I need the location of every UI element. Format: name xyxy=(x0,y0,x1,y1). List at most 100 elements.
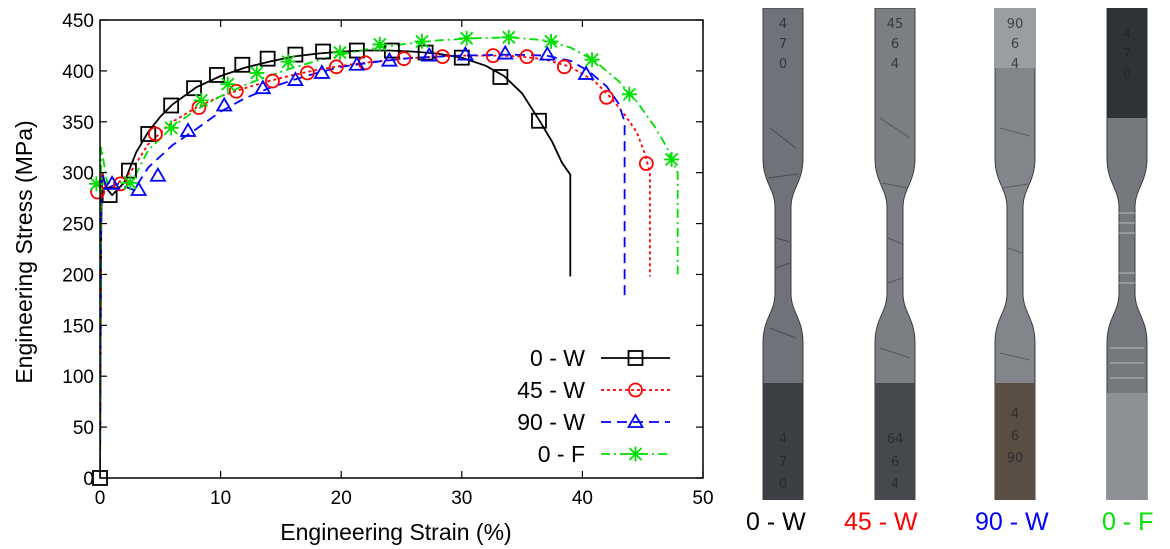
data-point-0-f xyxy=(621,86,637,102)
data-point-90-w xyxy=(179,122,197,137)
specimen-marking: 7 xyxy=(779,455,787,470)
data-point-0-f xyxy=(280,54,296,70)
series-line-0-w xyxy=(100,49,572,478)
data-point-0-f xyxy=(332,45,348,61)
specimen-marking: 7 xyxy=(779,37,787,52)
data-point-0-f xyxy=(501,29,517,45)
data-point-0-w xyxy=(453,49,470,66)
data-point-90-w xyxy=(215,96,233,112)
y-tick-label: 400 xyxy=(62,62,94,83)
x-tick-label: 50 xyxy=(692,488,713,509)
data-point-45-w xyxy=(228,83,244,99)
specimen-0-w-image: 4 7 0 4 7 0 xyxy=(762,8,804,500)
specimen-label-45-w: 45 - W xyxy=(844,508,918,536)
specimen-0-f-image: 4 7 0 xyxy=(1106,8,1148,500)
legend-marker-45-w xyxy=(628,382,643,398)
data-point-0-f xyxy=(193,92,209,108)
specimen-marking: 90 xyxy=(1007,17,1024,32)
data-point-0-w xyxy=(186,80,202,97)
data-point-0-w xyxy=(140,126,157,142)
specimen-marking: 45 xyxy=(887,17,904,32)
data-point-45-w xyxy=(113,176,128,192)
specimen-marking: 7 xyxy=(1123,47,1131,62)
data-point-90-w xyxy=(313,64,331,79)
data-point-0-f xyxy=(122,175,138,191)
data-point-90-w xyxy=(380,51,399,67)
data-point-0-w xyxy=(259,50,276,67)
y-axis-title: Engineering Stress (MPa) xyxy=(11,120,37,383)
legend-marker-0-w xyxy=(627,350,644,366)
y-tick-label: 0 xyxy=(83,469,94,490)
data-point-90-w xyxy=(130,181,148,196)
specimen-marking: 90 xyxy=(1007,451,1024,466)
y-tick-label: 250 xyxy=(62,215,94,236)
data-point-0-f xyxy=(414,33,430,49)
legend-marker-0-f xyxy=(628,446,643,462)
specimen-marking: 4 xyxy=(1011,407,1019,422)
data-point-45-w xyxy=(638,156,654,171)
legend-label-45-w: 45 - W xyxy=(517,377,585,403)
data-point-90-w xyxy=(254,79,272,95)
specimen-marking: 4 xyxy=(891,477,899,492)
specimen-label-0-f: 0 - F xyxy=(1102,508,1154,536)
data-point-45-w xyxy=(556,59,572,75)
y-tick-label: 100 xyxy=(62,367,94,388)
specimen-marking: 0 xyxy=(779,57,787,72)
data-point-0-f xyxy=(584,52,600,68)
data-point-0-f xyxy=(372,36,388,52)
specimen-label-0-w: 0 - W xyxy=(746,508,806,536)
x-axis-title: Engineering Strain (%) xyxy=(280,519,511,545)
x-tick-label: 20 xyxy=(331,488,352,509)
data-point-0-w xyxy=(163,97,180,114)
specimen-marking: 4 xyxy=(1123,27,1131,42)
x-tick-label: 0 xyxy=(95,488,106,509)
data-point-0-f xyxy=(88,176,104,192)
data-point-0-w xyxy=(531,112,547,129)
specimen-marking: 6 xyxy=(1011,37,1019,52)
data-point-0-f xyxy=(543,33,559,49)
specimen-marking: 4 xyxy=(891,57,899,72)
specimen-marking: 6 xyxy=(891,455,899,470)
data-point-0-w xyxy=(492,69,509,85)
data-point-0-f xyxy=(220,76,236,92)
legend-marker-90-w xyxy=(626,413,645,428)
y-tick-label: 150 xyxy=(62,316,94,337)
data-point-45-w xyxy=(435,49,450,65)
specimen-marking: 4 xyxy=(1011,57,1019,72)
marker-group xyxy=(88,29,680,486)
data-point-45-w xyxy=(396,51,412,67)
data-point-45-w xyxy=(265,73,280,89)
data-point-90-w xyxy=(348,55,366,71)
plot-frame xyxy=(99,19,704,479)
data-point-0-w xyxy=(209,67,225,83)
data-point-0-f xyxy=(163,120,179,136)
data-point-45-w xyxy=(519,49,535,65)
data-point-90-w xyxy=(538,45,556,61)
legend-label-90-w: 90 - W xyxy=(517,409,585,435)
data-point-90-w xyxy=(496,44,514,60)
data-point-45-w xyxy=(148,126,163,142)
data-point-90-w xyxy=(286,71,304,86)
series-line-45-w xyxy=(100,54,651,478)
data-point-0-w xyxy=(234,56,251,73)
data-point-45-w xyxy=(300,65,315,81)
specimen-marking: 0 xyxy=(779,477,787,492)
axes xyxy=(99,19,704,479)
y-tick-label: 300 xyxy=(62,164,94,185)
data-point-90-w xyxy=(103,175,121,190)
data-point-0-w xyxy=(121,162,137,179)
data-point-45-w xyxy=(599,89,614,105)
data-point-90-w xyxy=(149,166,167,182)
specimen-45-w-image: 45 6 4 64 6 4 xyxy=(874,8,916,500)
y-tick-label: 50 xyxy=(73,418,94,439)
specimen-photos: 4 7 0 4 7 0 45 6 4 64 6 4 90 6 4 4 6 90 … xyxy=(720,0,1170,549)
legend: 0 - W 45 - W 90 - W 0 - F xyxy=(517,345,670,467)
data-point-0-f xyxy=(249,65,265,81)
data-point-90-w xyxy=(456,45,474,61)
x-tick-label: 30 xyxy=(451,488,472,509)
y-tick-label: 350 xyxy=(62,113,94,134)
legend-label-0-w: 0 - W xyxy=(530,345,585,371)
specimen-marking: 6 xyxy=(1011,429,1019,444)
stress-strain-chart: 0 10 20 30 40 50 0 50 100 150 200 250 300 350 400 450 E… xyxy=(11,11,714,545)
data-point-90-w xyxy=(420,46,438,62)
